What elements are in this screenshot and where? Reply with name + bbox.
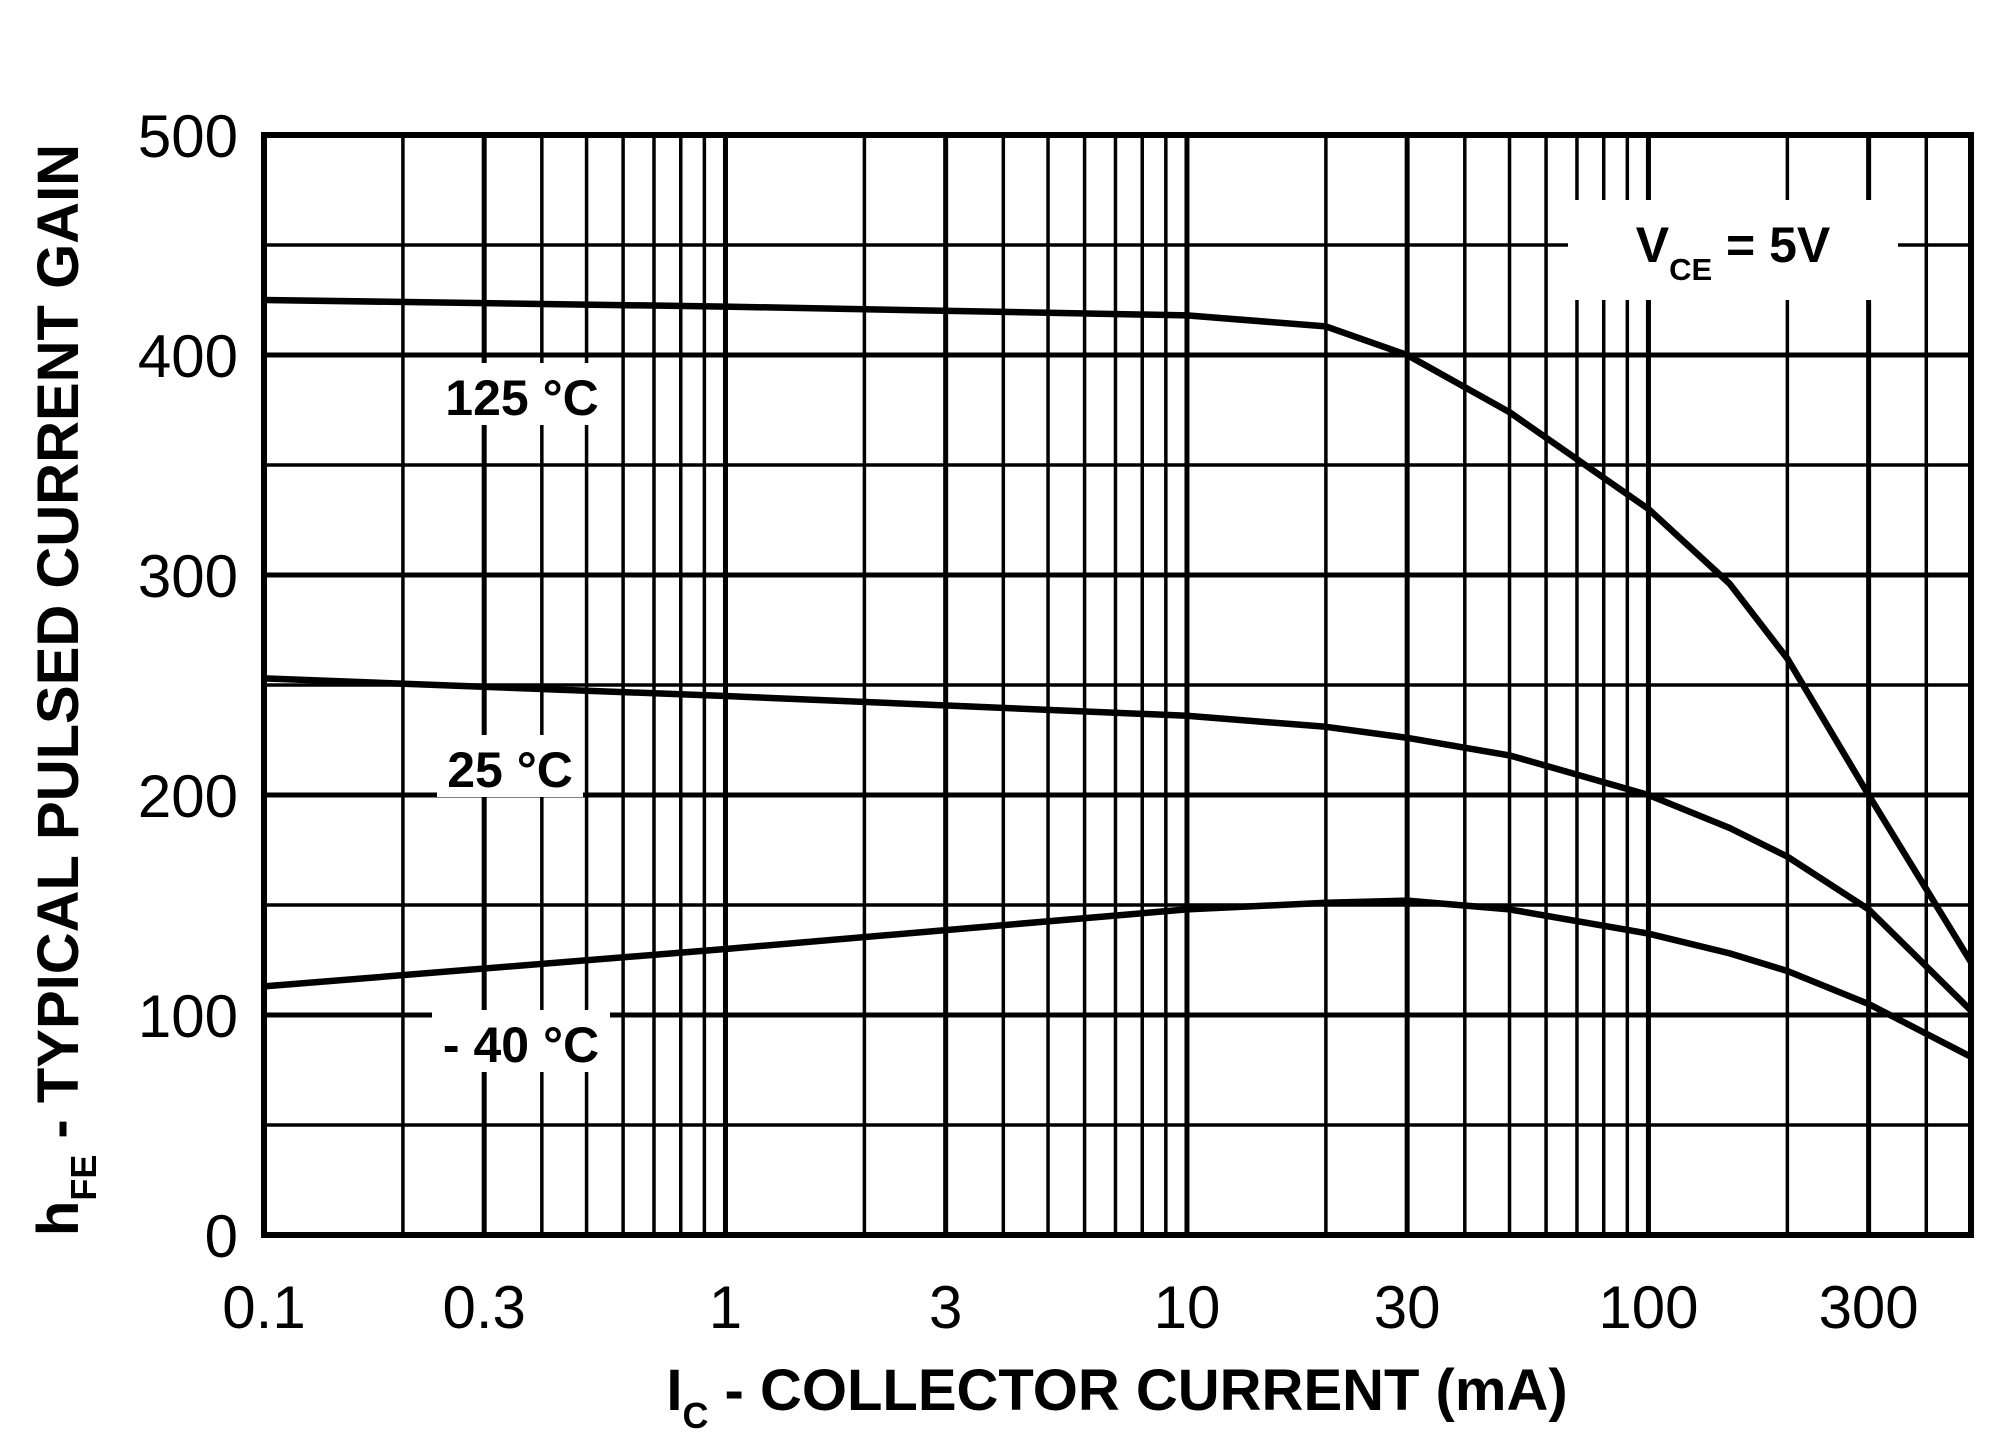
x-tick-label: 3 bbox=[929, 1274, 962, 1341]
x-tick-label: 30 bbox=[1374, 1274, 1441, 1341]
curve-label: - 40 °C bbox=[443, 1017, 599, 1073]
curve bbox=[263, 675, 1974, 1013]
x-tick-label: 300 bbox=[1819, 1274, 1919, 1341]
y-tick-label: 200 bbox=[138, 763, 238, 830]
y-tick-label: 400 bbox=[138, 323, 238, 390]
x-tick-label: 0.3 bbox=[442, 1274, 525, 1341]
x-axis-title-main: I bbox=[666, 1358, 682, 1423]
condition-label-main: V bbox=[1636, 217, 1670, 273]
x-axis-title: IC - COLLECTOR CURRENT (mA) bbox=[666, 1358, 1567, 1436]
condition-label: VCE = 5V bbox=[1636, 217, 1831, 287]
y-tick-label: 100 bbox=[138, 983, 238, 1050]
condition-label-subscript: CE bbox=[1669, 252, 1712, 287]
y-axis-title-suffix: - TYPICAL PULSED CURRENT GAIN bbox=[26, 144, 91, 1155]
curve-label: 25 °C bbox=[447, 742, 573, 798]
x-tick-label: 0.1 bbox=[222, 1274, 305, 1341]
y-axis-title-main: h bbox=[26, 1201, 91, 1236]
x-axis-title-subscript: C bbox=[682, 1395, 708, 1436]
curve bbox=[263, 897, 1973, 1060]
plot-frame bbox=[261, 132, 1974, 1238]
y-axis-title: hFE - TYPICAL PULSED CURRENT GAIN bbox=[26, 144, 104, 1236]
x-axis-title-suffix: - COLLECTOR CURRENT (mA) bbox=[708, 1358, 1567, 1423]
condition-label-suffix: = 5V bbox=[1712, 217, 1831, 273]
y-axis-title-subscript: FE bbox=[63, 1155, 104, 1201]
y-tick-label: 300 bbox=[138, 543, 238, 610]
curve bbox=[263, 296, 1974, 964]
curve-label-box bbox=[437, 735, 583, 797]
curve-label-box bbox=[432, 1010, 610, 1072]
x-tick-label: 100 bbox=[1598, 1274, 1698, 1341]
curve-label-box bbox=[434, 363, 610, 425]
y-tick-label: 0 bbox=[205, 1203, 238, 1270]
y-axis-title-group: hFE - TYPICAL PULSED CURRENT GAIN bbox=[26, 144, 104, 1236]
condition-box bbox=[1568, 200, 1898, 300]
x-tick-label: 10 bbox=[1154, 1274, 1221, 1341]
y-tick-label: 500 bbox=[138, 103, 238, 170]
x-tick-label: 1 bbox=[709, 1274, 742, 1341]
curve-label: 125 °C bbox=[445, 370, 598, 426]
